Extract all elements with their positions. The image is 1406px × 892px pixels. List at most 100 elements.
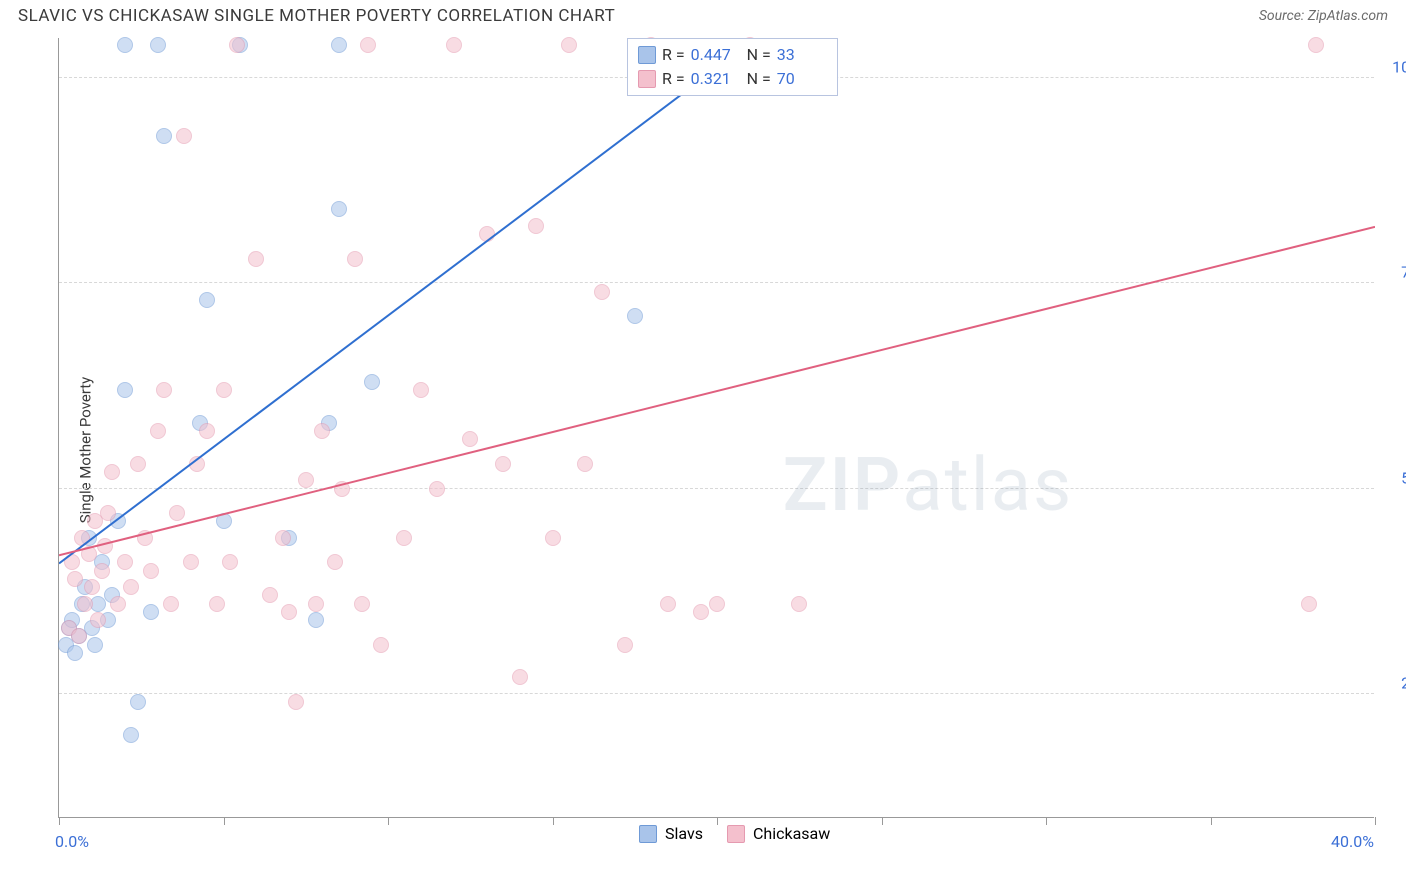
data-point — [117, 554, 133, 570]
series-legend-item: Chickasaw — [727, 824, 830, 843]
data-point — [1308, 37, 1324, 53]
data-point — [156, 128, 172, 144]
data-point — [209, 596, 225, 612]
x-tick-label: 40.0% — [1331, 832, 1374, 851]
gridline-h — [59, 693, 1374, 694]
chart-header: SLAVIC VS CHICKASAW SINGLE MOTHER POVERT… — [0, 0, 1406, 30]
data-point — [104, 464, 120, 480]
data-point — [67, 571, 83, 587]
data-point — [360, 37, 376, 53]
x-tick — [553, 817, 554, 825]
series-name: Chickasaw — [753, 824, 830, 843]
data-point — [90, 612, 106, 628]
watermark: ZIPatlas — [783, 442, 1073, 529]
series-legend: Slavs Chickasaw — [639, 824, 830, 843]
legend-n-value: 33 — [777, 43, 827, 67]
data-point — [528, 218, 544, 234]
data-point — [479, 226, 495, 242]
data-point — [512, 669, 528, 685]
data-point — [561, 37, 577, 53]
data-point — [150, 37, 166, 53]
data-point — [327, 554, 343, 570]
data-point — [163, 596, 179, 612]
data-point — [117, 382, 133, 398]
gridline-h — [59, 488, 1374, 489]
x-tick — [1046, 817, 1047, 825]
stats-legend-row: R = 0.447N =33 — [638, 43, 827, 67]
data-point — [331, 37, 347, 53]
legend-swatch — [727, 825, 745, 843]
data-point — [100, 505, 116, 521]
data-point — [150, 423, 166, 439]
data-point — [199, 292, 215, 308]
legend-n-value: 70 — [777, 67, 827, 91]
legend-r-label: R = — [662, 43, 685, 67]
data-point — [67, 645, 83, 661]
data-point — [84, 579, 100, 595]
data-point — [216, 513, 232, 529]
data-point — [594, 284, 610, 300]
x-tick — [224, 817, 225, 825]
chart-area: Single Mother Poverty 25.0%50.0%75.0%100… — [18, 30, 1388, 870]
data-point — [308, 612, 324, 628]
gridline-h — [59, 282, 1374, 283]
scatter-plot: 25.0%50.0%75.0%100.0%0.0%40.0%ZIPatlasR … — [58, 38, 1374, 818]
data-point — [74, 530, 90, 546]
data-point — [216, 382, 232, 398]
y-tick-label: 75.0% — [1384, 263, 1406, 282]
data-point — [183, 554, 199, 570]
legend-swatch — [638, 46, 656, 64]
data-point — [130, 694, 146, 710]
data-point — [791, 596, 807, 612]
data-point — [275, 530, 291, 546]
data-point — [314, 423, 330, 439]
legend-r-value: 0.447 — [691, 43, 741, 67]
data-point — [130, 456, 146, 472]
data-point — [627, 308, 643, 324]
data-point — [81, 546, 97, 562]
data-point — [77, 596, 93, 612]
trend-lines — [59, 38, 1375, 818]
data-point — [281, 604, 297, 620]
data-point — [429, 481, 445, 497]
y-tick-label: 50.0% — [1384, 468, 1406, 487]
x-tick — [1375, 817, 1376, 825]
data-point — [495, 456, 511, 472]
data-point — [176, 128, 192, 144]
legend-n-label: N = — [747, 43, 771, 67]
source-label: Source: ZipAtlas.com — [1259, 8, 1388, 24]
data-point — [262, 587, 278, 603]
data-point — [364, 374, 380, 390]
data-point — [123, 579, 139, 595]
data-point — [71, 628, 87, 644]
legend-swatch — [639, 825, 657, 843]
x-tick — [1211, 817, 1212, 825]
data-point — [288, 694, 304, 710]
data-point — [156, 382, 172, 398]
data-point — [189, 456, 205, 472]
data-point — [94, 563, 110, 579]
legend-n-label: N = — [747, 67, 771, 91]
y-tick-label: 100.0% — [1384, 58, 1406, 77]
data-point — [331, 201, 347, 217]
data-point — [354, 596, 370, 612]
data-point — [248, 251, 264, 267]
data-point — [577, 456, 593, 472]
data-point — [1301, 596, 1317, 612]
data-point — [110, 596, 126, 612]
data-point — [334, 481, 350, 497]
series-name: Slavs — [665, 824, 703, 843]
data-point — [123, 727, 139, 743]
data-point — [617, 637, 633, 653]
data-point — [308, 596, 324, 612]
data-point — [143, 604, 159, 620]
data-point — [229, 37, 245, 53]
data-point — [298, 472, 314, 488]
data-point — [137, 530, 153, 546]
data-point — [446, 37, 462, 53]
data-point — [396, 530, 412, 546]
data-point — [143, 563, 159, 579]
x-tick — [59, 817, 60, 825]
data-point — [87, 637, 103, 653]
data-point — [117, 37, 133, 53]
